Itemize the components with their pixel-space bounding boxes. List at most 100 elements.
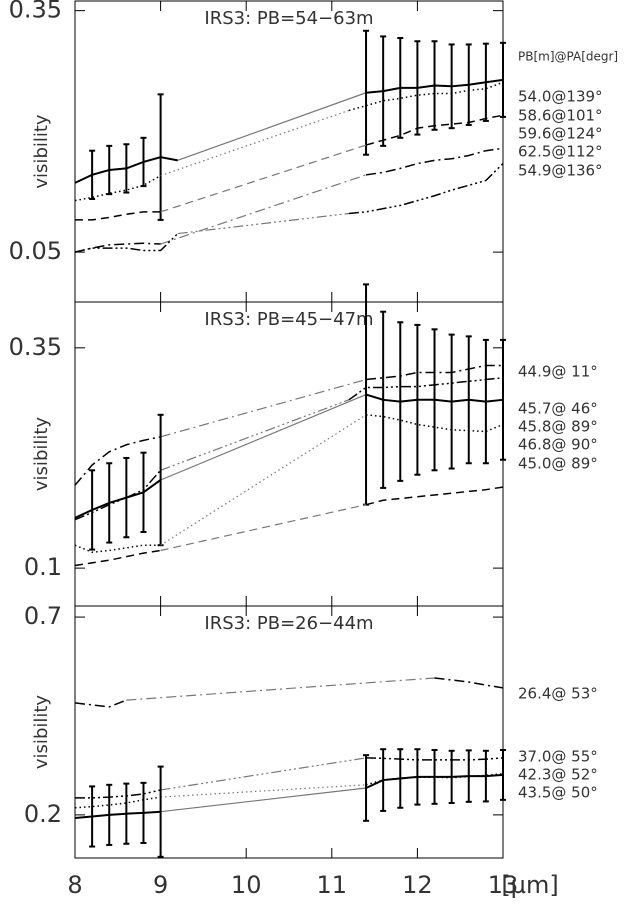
error-bar (380, 748, 387, 812)
gap-connector (160, 787, 367, 813)
gap-connector (160, 414, 367, 546)
y-tick-label: 0.35 (9, 0, 62, 24)
error-bar (482, 338, 489, 465)
error-bar (123, 143, 130, 194)
error-bar (448, 43, 455, 130)
error-bar (140, 781, 147, 844)
y-axis-label: visibility (31, 114, 52, 189)
x-tick-label: 8 (67, 871, 82, 899)
error-bar (500, 338, 506, 461)
series-line (74, 163, 504, 253)
x-tick-label: 9 (153, 871, 168, 899)
legend-label: 45.0@ 89° (518, 455, 598, 473)
series-line (74, 81, 504, 202)
x-tick-label: 13 (488, 871, 519, 899)
y-tick-label: 0.1 (24, 553, 62, 581)
error-bar (380, 35, 387, 147)
panel-title: IRS3: PB=45−47m (204, 309, 373, 330)
series-line (74, 414, 504, 554)
series-line (74, 393, 504, 519)
panel-title: IRS3: PB=54−63m (204, 8, 373, 29)
error-bar (414, 323, 421, 476)
x-tick-label: 12 (402, 871, 433, 899)
error-bar (448, 749, 455, 805)
plot-frame (74, 0, 504, 303)
error-bar (482, 749, 489, 803)
plot-frame (74, 301, 504, 607)
x-tick-label: 11 (317, 871, 348, 899)
error-bar (431, 749, 438, 805)
series-line (74, 677, 504, 708)
series-line (74, 377, 504, 521)
error-bar (157, 765, 164, 858)
error-bar (123, 782, 130, 845)
legend-title: PB[m]@PA[degr] (518, 50, 618, 64)
legend-label: 44.9@ 11° (518, 363, 598, 381)
error-bar (500, 41, 506, 118)
error-bar (448, 333, 455, 470)
error-bar (106, 783, 113, 846)
gap-connector (160, 393, 367, 481)
gap-connector (160, 174, 367, 245)
legend-label: 46.8@ 90° (518, 436, 598, 454)
gap-connector (160, 784, 367, 798)
error-bar (106, 462, 113, 544)
y-tick-label: 0.35 (9, 333, 62, 361)
gap-connector (160, 757, 367, 791)
x-axis-label: [µm] (501, 871, 558, 899)
y-tick-label: 0.7 (24, 602, 62, 630)
gap-connector (177, 212, 349, 235)
error-bar (465, 749, 472, 803)
gap-connector (177, 92, 367, 161)
x-tick-label: 10 (231, 871, 262, 899)
legend-label: 43.5@ 50° (518, 784, 598, 802)
error-bar (89, 149, 96, 200)
gap-connector (160, 378, 367, 438)
series-line (75, 114, 504, 221)
legend-label: 45.7@ 46° (518, 400, 598, 418)
error-bar (363, 754, 370, 822)
error-bar (500, 749, 506, 801)
error-bar (89, 469, 96, 551)
error-bar (482, 42, 489, 122)
legend-label: 62.5@112° (518, 143, 603, 161)
error-bar (414, 40, 421, 136)
error-bar (465, 43, 472, 126)
series-line (74, 486, 504, 567)
error-bar (380, 310, 387, 489)
legend-label: 59.6@124° (518, 125, 603, 143)
panel-title: IRS3: PB=26−44m (204, 613, 373, 634)
gap-connector (160, 144, 367, 213)
gap-connector (160, 109, 350, 177)
error-bar (89, 785, 96, 848)
gap-connector (126, 677, 435, 701)
error-bar (397, 748, 404, 809)
error-bar (397, 321, 404, 482)
error-bar (157, 413, 164, 547)
error-bar (431, 40, 438, 131)
error-bar (140, 451, 147, 533)
gap-connector (160, 504, 367, 552)
plot-frame (74, 605, 504, 859)
legend-label: 26.4@ 53° (518, 685, 598, 703)
legend-label: 42.3@ 52° (518, 766, 598, 784)
gap-connector (160, 399, 350, 471)
legend-label: 37.0@ 55° (518, 748, 598, 766)
error-bar (431, 328, 438, 472)
series-line (74, 364, 503, 486)
error-bar (157, 93, 164, 221)
legend-label: 58.6@101° (518, 107, 603, 125)
error-bar (363, 29, 370, 156)
y-axis-label: visibility (31, 417, 52, 492)
series-line (74, 772, 504, 809)
y-tick-label: 0.05 (9, 237, 62, 265)
legend-label: 45.8@ 89° (518, 418, 598, 436)
y-axis-label: visibility (31, 695, 52, 770)
y-tick-label: 0.2 (24, 800, 62, 828)
legend-label: 54.0@139° (518, 88, 603, 106)
legend-label: 54.9@136° (518, 162, 603, 180)
error-bar (465, 335, 472, 465)
error-bar (397, 37, 404, 139)
error-bar (414, 748, 421, 806)
